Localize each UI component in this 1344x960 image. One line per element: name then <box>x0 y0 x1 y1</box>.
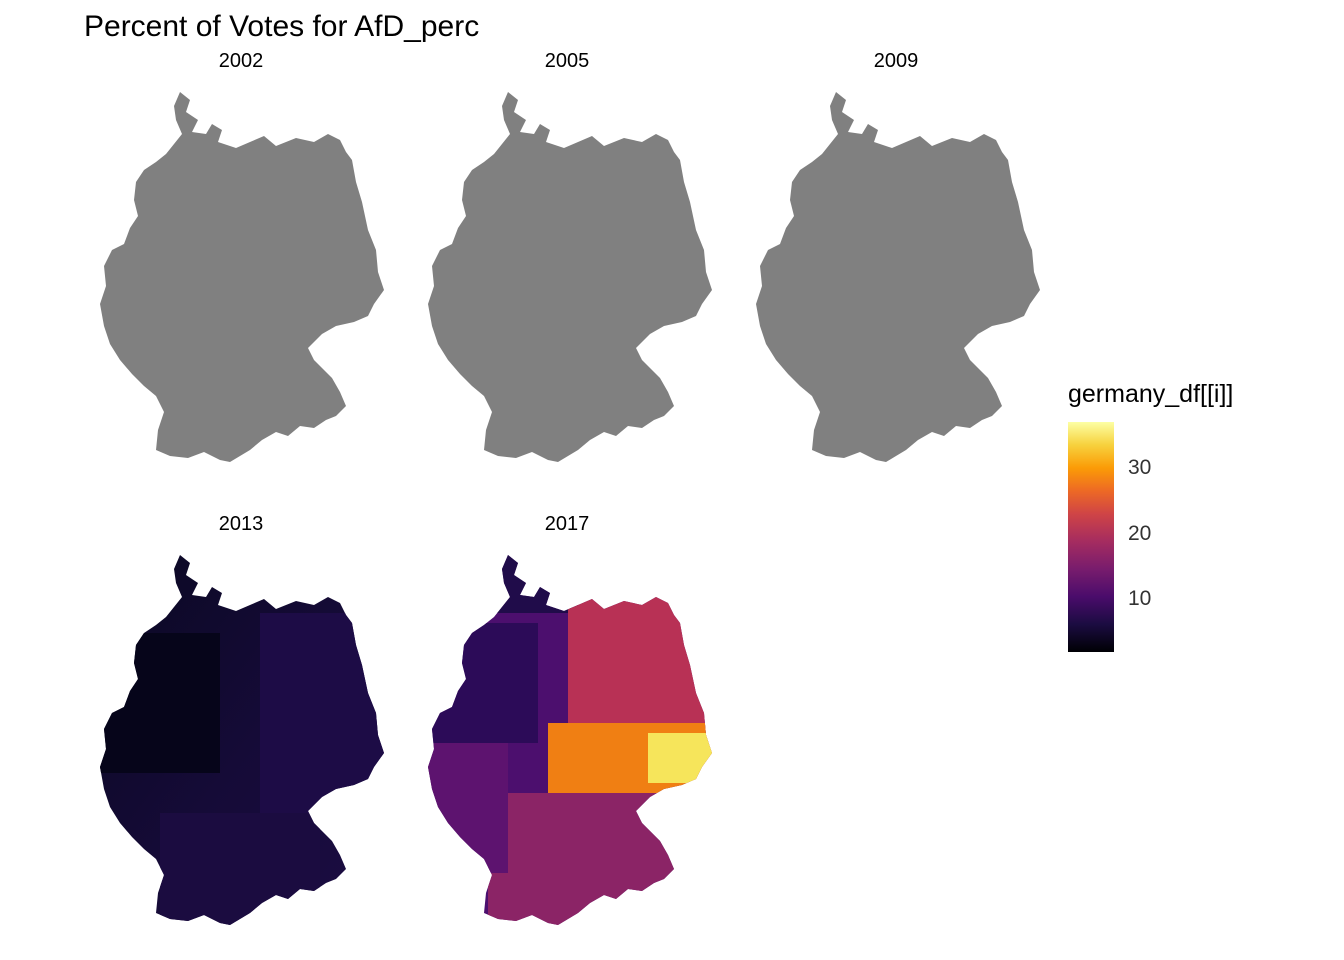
map-2009 <box>756 92 1040 462</box>
map-2005 <box>428 92 712 462</box>
region-south-2017 <box>488 793 712 925</box>
region-north-2017 <box>468 555 578 613</box>
germany-outline-2009 <box>756 92 1040 462</box>
region-west-2013 <box>100 633 220 773</box>
plot-title: Percent of Votes for AfD_perc <box>84 10 480 43</box>
panel-label-2005: 2005 <box>544 50 590 72</box>
panel-label-2002: 2002 <box>218 50 264 72</box>
region-east-2013 <box>260 613 384 813</box>
region-southwest-2017 <box>428 743 508 873</box>
map-2002 <box>100 92 384 462</box>
panel-label-2009: 2009 <box>873 50 919 72</box>
map-2013 <box>100 555 384 925</box>
legend-tick <box>1114 468 1122 469</box>
germany-outline-2002 <box>100 92 384 462</box>
legend-tick-label: 30 <box>1128 456 1152 479</box>
legend-title: germany_df[[i]] <box>1068 380 1234 408</box>
region-east-saxony-2017 <box>648 733 712 783</box>
legend-tick-label: 20 <box>1128 521 1152 545</box>
panel-label-2013: 2013 <box>218 513 264 535</box>
legend-colorbar <box>1068 422 1114 652</box>
region-northwest-2017 <box>428 623 538 743</box>
region-south-2013 <box>160 813 320 925</box>
legend-tick <box>1114 599 1122 601</box>
region-northeast-2017 <box>568 583 712 743</box>
legend-tick-label: 10 <box>1128 587 1152 611</box>
legend-tick <box>1114 533 1122 535</box>
map-2017 <box>428 555 712 925</box>
germany-outline-2005 <box>428 92 712 462</box>
panel-label-2017: 2017 <box>544 513 590 535</box>
